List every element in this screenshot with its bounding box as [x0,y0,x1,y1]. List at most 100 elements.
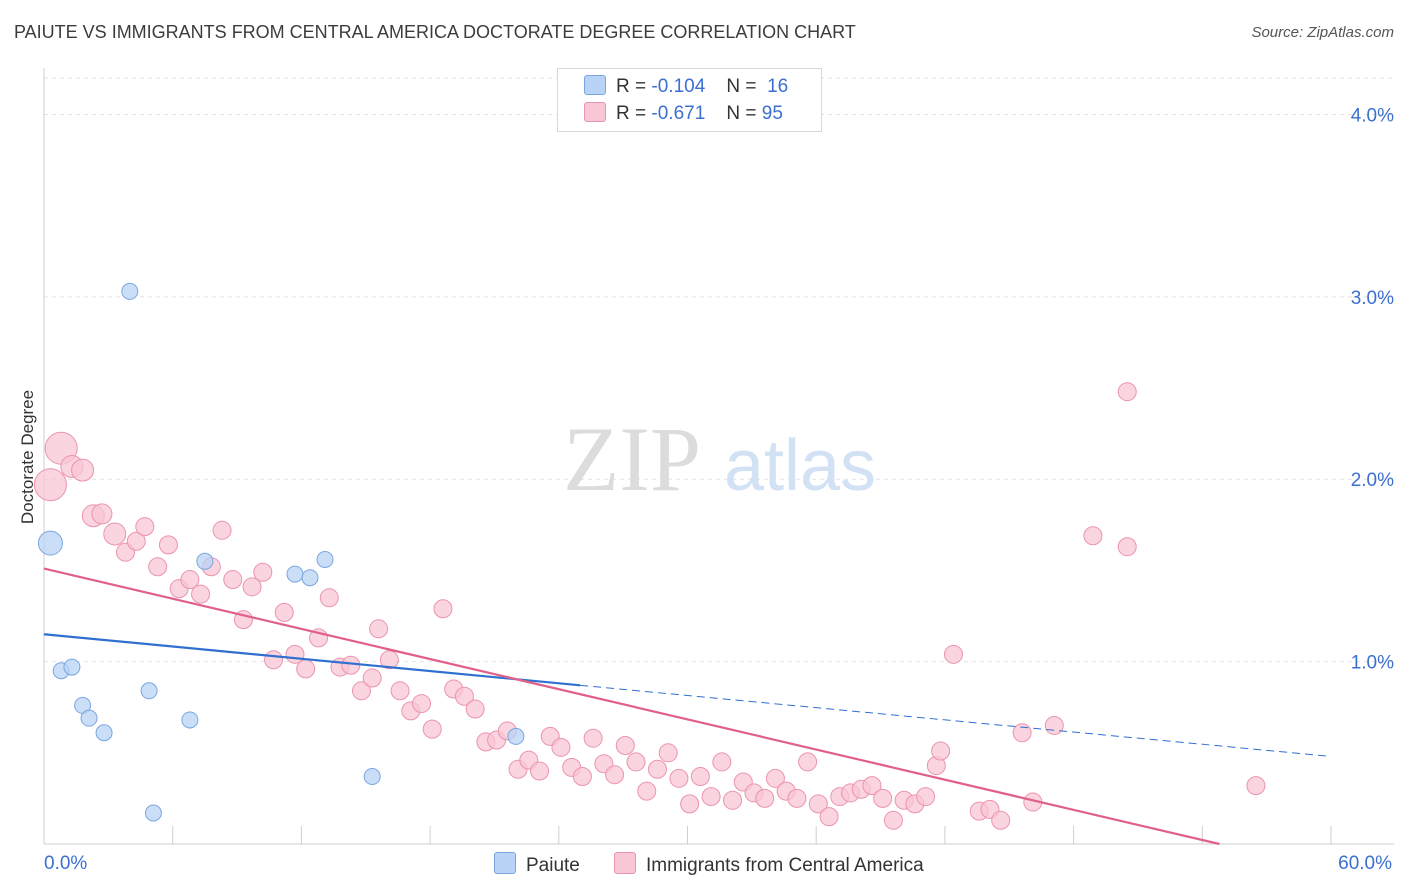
central-america-point [637,781,657,801]
paiute-r-value: -0.104 [651,76,706,97]
central-america-point [647,759,667,779]
bottom-legend-paiute: Paiute [494,852,580,877]
central-america-point [351,681,371,701]
x-tick-label: 60.0% [1338,853,1392,874]
watermark: ZIP atlas [563,408,876,510]
central-america-trend-line [43,567,1220,846]
paiute-legend-swatch [494,852,516,874]
central-america-point [71,458,95,482]
central-america-point [126,531,146,551]
central-legend-label: Immigrants from Central America [646,855,924,876]
central-legend-swatch [614,852,636,874]
central-america-point [158,535,178,555]
central-america-point [465,699,485,719]
paiute-point [181,711,199,729]
central-america-point [658,743,678,763]
central-n-value: 95 [761,103,783,124]
paiute-n-value: 16 [767,76,789,97]
paiute-point [63,658,81,676]
central-america-point [148,557,168,577]
central-america-point [454,686,474,706]
central-america-point [180,570,200,590]
paiute-point [363,768,381,786]
central-america-point [1012,723,1032,743]
central-america-point [916,787,936,807]
n-label: N = [726,103,757,124]
central-america-point [191,584,211,604]
central-america-point [319,588,339,608]
axes [43,68,1394,845]
central-america-point [883,810,903,830]
central-america-point [701,787,721,807]
central-america-point [873,788,893,808]
r-label: R = [616,76,647,97]
central-america-point [615,736,635,756]
central-america-point [755,788,775,808]
source-label: Source: ZipAtlas.com [1251,24,1394,41]
central-america-point [433,599,453,619]
correlation-legend: R = -0.104 N = 16 R = -0.671 N = 95 [557,68,822,132]
paiute-point [507,727,525,745]
central-america-point [223,570,243,590]
central-america-point [991,810,1011,830]
x-tick-label: 0.0% [44,853,87,874]
central-america-point [765,768,785,788]
central-america-point [422,719,442,739]
central-america-point [1083,526,1103,546]
watermark-zip: ZIP [563,408,701,510]
paiute-point [196,552,214,570]
n-label: N = [726,76,757,97]
central-america-point [690,767,710,787]
central-america-point [1044,715,1064,735]
central-america-point [605,765,625,785]
central-america-point [369,619,389,639]
central-america-points [33,382,1266,830]
central-america-point [787,788,807,808]
central-america-point [931,741,951,761]
central-america-point [583,728,603,748]
paiute-point [37,530,63,556]
central-america-point [1117,537,1137,557]
legend-row-central: R = -0.671 N = 95 [584,102,783,126]
central-america-point [296,659,316,679]
central-america-point [862,776,882,796]
r-label: R = [616,103,647,124]
central-r-value: -0.671 [651,103,706,124]
central-america-point [390,681,410,701]
central-america-point [274,602,294,622]
chart-title: PAIUTE VS IMMIGRANTS FROM CENTRAL AMERIC… [14,22,856,42]
paiute-trend-line [43,633,581,687]
central-america-point [1246,776,1266,796]
paiute-point [301,569,319,587]
central-america-point [669,768,689,788]
paiute-point [95,724,113,742]
y-tick-label: 2.0% [1351,470,1394,491]
legend-row-paiute: R = -0.104 N = 16 [584,75,788,99]
paiute-points [37,282,525,822]
central-america-point [242,577,262,597]
trend-lines [43,567,1332,846]
paiute-swatch [584,75,606,95]
y-tick-label: 1.0% [1351,653,1394,674]
paiute-point [316,550,334,568]
central-america-point [412,694,432,714]
y-tick-label: 4.0% [1351,105,1394,126]
central-america-point [91,503,113,525]
paiute-trend-extension [580,684,1332,757]
central-america-point [798,752,818,772]
paiute-point [121,282,139,300]
paiute-point [144,804,162,822]
central-america-point [723,790,743,810]
central-america-point [1117,382,1137,402]
tick-labels: 1.0% 2.0% 3.0% 4.0% 0.0% 60.0% [44,105,1394,874]
central-america-point [103,522,127,546]
central-america-point [379,650,399,670]
central-america-point [33,468,67,502]
paiute-point [80,709,98,727]
central-america-point [943,644,963,664]
central-america-point [680,794,700,814]
watermark-atlas: atlas [724,426,876,506]
y-tick-label: 3.0% [1351,288,1394,309]
central-america-point [712,752,732,772]
